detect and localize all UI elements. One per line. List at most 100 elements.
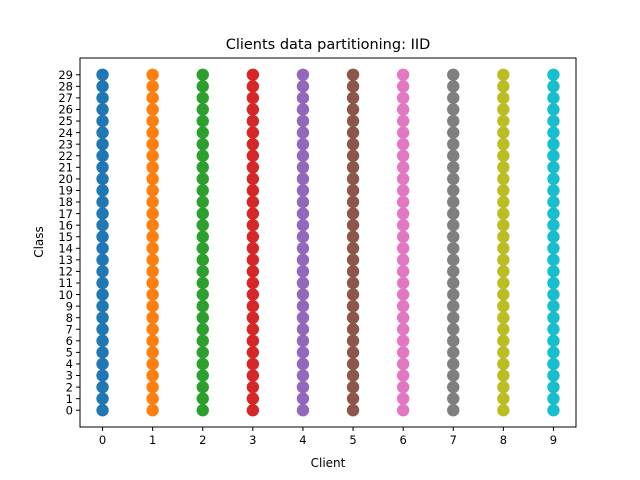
point-client-4-class-10 bbox=[296, 288, 310, 301]
point-client-3-class-10 bbox=[246, 288, 260, 301]
y-tick-label: 22 bbox=[58, 149, 73, 163]
point-client-4-class-18 bbox=[296, 195, 310, 209]
point-client-2-class-12 bbox=[196, 265, 209, 278]
point-client-1-class-1 bbox=[146, 392, 159, 405]
point-client-1-class-5 bbox=[146, 346, 159, 359]
point-client-5-class-21 bbox=[346, 161, 360, 174]
point-client-6-class-11 bbox=[396, 276, 410, 290]
point-client-6-class-27 bbox=[396, 91, 410, 105]
point-client-5-class-17 bbox=[346, 207, 360, 220]
point-client-0-class-29 bbox=[96, 68, 109, 81]
point-client-0-class-11 bbox=[96, 276, 109, 290]
point-client-7-class-17 bbox=[447, 207, 460, 220]
point-client-1-class-23 bbox=[146, 137, 159, 151]
point-client-8-class-9 bbox=[497, 299, 510, 313]
x-tick-label: 6 bbox=[399, 433, 406, 447]
y-axis-label: Class bbox=[32, 226, 46, 258]
point-client-3-class-7 bbox=[246, 323, 260, 336]
point-client-2-class-25 bbox=[196, 114, 209, 128]
point-client-1-class-18 bbox=[146, 195, 159, 209]
point-client-2-class-26 bbox=[196, 103, 209, 116]
point-client-8-class-0 bbox=[497, 404, 510, 417]
point-client-5-class-10 bbox=[346, 288, 360, 301]
point-client-9-class-10 bbox=[547, 288, 560, 301]
point-client-1-class-24 bbox=[146, 126, 159, 139]
point-client-3-class-13 bbox=[246, 253, 260, 267]
point-client-4-class-13 bbox=[296, 253, 310, 267]
point-client-6-class-12 bbox=[396, 265, 410, 278]
point-client-2-class-23 bbox=[196, 137, 209, 151]
point-client-4-class-15 bbox=[296, 230, 310, 243]
point-client-0-class-25 bbox=[96, 114, 109, 128]
point-client-7-class-10 bbox=[447, 288, 460, 301]
point-client-9-class-8 bbox=[547, 311, 560, 324]
point-client-3-class-14 bbox=[246, 242, 260, 255]
point-client-5-class-14 bbox=[346, 242, 360, 255]
point-client-0-class-23 bbox=[96, 137, 109, 151]
point-client-8-class-11 bbox=[497, 276, 510, 290]
point-client-1-class-2 bbox=[146, 380, 159, 394]
point-client-3-class-26 bbox=[246, 103, 260, 116]
point-client-5-class-1 bbox=[346, 392, 360, 405]
y-tick-label: 28 bbox=[58, 80, 73, 94]
point-client-2-class-8 bbox=[196, 311, 209, 324]
point-client-4-class-14 bbox=[296, 242, 310, 255]
x-tick-label: 8 bbox=[500, 433, 507, 447]
point-client-9-class-20 bbox=[547, 172, 560, 186]
point-client-1-class-13 bbox=[146, 253, 159, 267]
point-client-6-class-28 bbox=[396, 80, 410, 93]
point-client-6-class-9 bbox=[396, 299, 410, 313]
point-client-9-class-13 bbox=[547, 253, 560, 267]
point-client-5-class-2 bbox=[346, 380, 360, 394]
y-tick-label: 5 bbox=[66, 346, 73, 360]
point-client-4-class-4 bbox=[296, 357, 310, 371]
point-client-5-class-27 bbox=[346, 91, 360, 105]
point-client-9-class-3 bbox=[547, 369, 560, 382]
point-client-0-class-22 bbox=[96, 149, 109, 162]
point-client-3-class-9 bbox=[246, 299, 260, 313]
point-client-8-class-18 bbox=[497, 195, 510, 209]
point-client-6-class-22 bbox=[396, 149, 410, 162]
point-client-5-class-16 bbox=[346, 218, 360, 232]
point-client-6-class-3 bbox=[396, 369, 410, 382]
x-tick-label: 4 bbox=[299, 433, 306, 447]
point-client-5-class-9 bbox=[346, 299, 360, 313]
point-client-6-class-19 bbox=[396, 184, 410, 197]
point-client-9-class-27 bbox=[547, 91, 560, 105]
point-client-5-class-28 bbox=[346, 80, 360, 93]
y-axis-ticks: 0123456789101112131415161718192021222324… bbox=[58, 68, 80, 417]
point-client-1-class-8 bbox=[146, 311, 159, 324]
point-client-1-class-29 bbox=[146, 68, 159, 81]
point-client-1-class-12 bbox=[146, 265, 159, 278]
y-tick-label: 3 bbox=[66, 369, 73, 383]
y-tick-label: 19 bbox=[58, 184, 73, 198]
point-client-3-class-17 bbox=[246, 207, 260, 220]
point-client-6-class-29 bbox=[396, 68, 410, 81]
point-client-2-class-5 bbox=[196, 346, 209, 359]
point-client-0-class-6 bbox=[96, 334, 109, 348]
point-client-3-class-25 bbox=[246, 114, 260, 128]
point-client-4-class-24 bbox=[296, 126, 310, 139]
point-client-9-class-12 bbox=[547, 265, 560, 278]
point-client-3-class-11 bbox=[246, 276, 260, 290]
point-client-7-class-19 bbox=[447, 184, 460, 197]
point-client-4-class-7 bbox=[296, 323, 310, 336]
point-client-8-class-21 bbox=[497, 161, 510, 174]
point-client-4-class-1 bbox=[296, 392, 310, 405]
point-client-9-class-7 bbox=[547, 323, 560, 336]
point-client-7-class-14 bbox=[447, 242, 460, 255]
point-client-2-class-1 bbox=[196, 392, 209, 405]
point-client-3-class-19 bbox=[246, 184, 260, 197]
point-client-1-class-20 bbox=[146, 172, 159, 186]
point-client-0-class-12 bbox=[96, 265, 109, 278]
x-tick-label: 3 bbox=[249, 433, 256, 447]
point-client-5-class-19 bbox=[346, 184, 360, 197]
point-client-8-class-28 bbox=[497, 80, 510, 93]
point-client-4-class-28 bbox=[296, 80, 310, 93]
x-axis-label: Client bbox=[311, 456, 346, 470]
point-client-6-class-1 bbox=[396, 392, 410, 405]
point-client-3-class-12 bbox=[246, 265, 260, 278]
x-tick-label: 0 bbox=[99, 433, 106, 447]
point-client-0-class-9 bbox=[96, 299, 109, 313]
point-client-6-class-4 bbox=[396, 357, 410, 371]
